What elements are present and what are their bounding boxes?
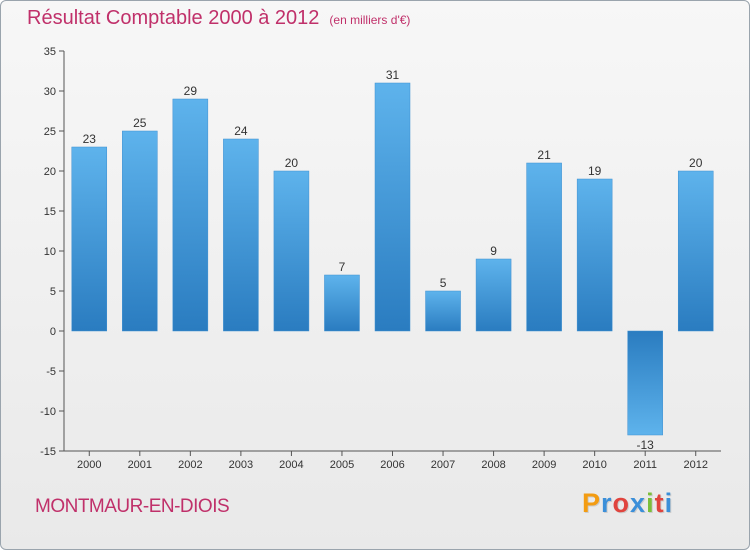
y-tick-label: 30: [44, 86, 56, 98]
logo-letter: i: [664, 488, 674, 518]
bar-2000: [71, 146, 108, 332]
y-tick-label: 35: [44, 46, 56, 58]
bar-2004: [273, 170, 310, 332]
x-tick-label-2010: 2010: [582, 459, 606, 471]
x-tick-label-2008: 2008: [481, 459, 505, 471]
x-tick-label-2003: 2003: [229, 459, 253, 471]
value-label-2004: 20: [285, 156, 299, 170]
chart-subtitle: (en milliers d'€): [329, 13, 411, 27]
bar-2003: [223, 138, 259, 332]
value-label-2009: 21: [537, 148, 551, 162]
logo-letter: x: [630, 488, 647, 518]
x-tick-label-2007: 2007: [431, 459, 455, 471]
value-label-2011: -13: [637, 438, 655, 452]
logo-letter: o: [612, 488, 631, 518]
y-tick-label: 5: [50, 286, 56, 298]
y-tick-label: -5: [46, 366, 56, 378]
bar-2007: [425, 290, 461, 332]
value-label-2001: 25: [133, 116, 147, 130]
value-label-2007: 5: [440, 276, 447, 290]
x-tick-label-2009: 2009: [532, 459, 556, 471]
x-tick-label-2006: 2006: [380, 459, 404, 471]
proxiti-logo: Proxiti: [582, 488, 673, 519]
value-label-2005: 7: [339, 260, 346, 274]
logo-letter: P: [582, 488, 602, 518]
y-tick-label: 20: [44, 166, 56, 178]
value-label-2000: 23: [83, 132, 97, 146]
value-label-2006: 31: [386, 68, 400, 82]
x-tick-label-2005: 2005: [330, 459, 354, 471]
value-label-2012: 20: [689, 156, 703, 170]
bar-2006: [374, 82, 411, 332]
x-tick-label-2004: 2004: [279, 459, 303, 471]
bar-2010: [576, 178, 613, 332]
y-tick-label: 25: [44, 126, 56, 138]
logo-letter: r: [601, 488, 613, 518]
value-label-2010: 19: [588, 164, 602, 178]
x-tick-label-2011: 2011: [633, 459, 657, 471]
y-tick-label: 10: [44, 246, 56, 258]
x-tick-label-2012: 2012: [683, 459, 707, 471]
logo-letter: i: [646, 488, 655, 518]
bar-2005: [324, 274, 360, 332]
chart-title: Résultat Comptable 2000 à 2012: [27, 7, 320, 29]
bar-2008: [475, 258, 512, 332]
y-tick-label: -15: [40, 446, 56, 458]
x-tick-label-2000: 2000: [77, 459, 101, 471]
bar-2002: [172, 98, 209, 332]
bar-2009: [526, 162, 562, 332]
x-tick-label-2002: 2002: [178, 459, 202, 471]
logo-letter: t: [654, 488, 665, 518]
value-label-2008: 9: [490, 244, 497, 258]
x-tick-label-2001: 2001: [128, 459, 152, 471]
y-tick-label: 15: [44, 206, 56, 218]
y-tick-label: 0: [50, 326, 56, 338]
bar-2001: [122, 130, 158, 332]
bar-2011: [627, 330, 663, 436]
value-label-2002: 29: [184, 84, 198, 98]
city-name: MONTMAUR-EN-DIOIS: [35, 496, 230, 517]
y-tick-label: -10: [40, 406, 56, 418]
value-label-2003: 24: [234, 124, 248, 138]
bar-2012: [677, 170, 714, 332]
chart-title-block: Résultat Comptable 2000 à 2012 (en millie…: [27, 7, 410, 30]
